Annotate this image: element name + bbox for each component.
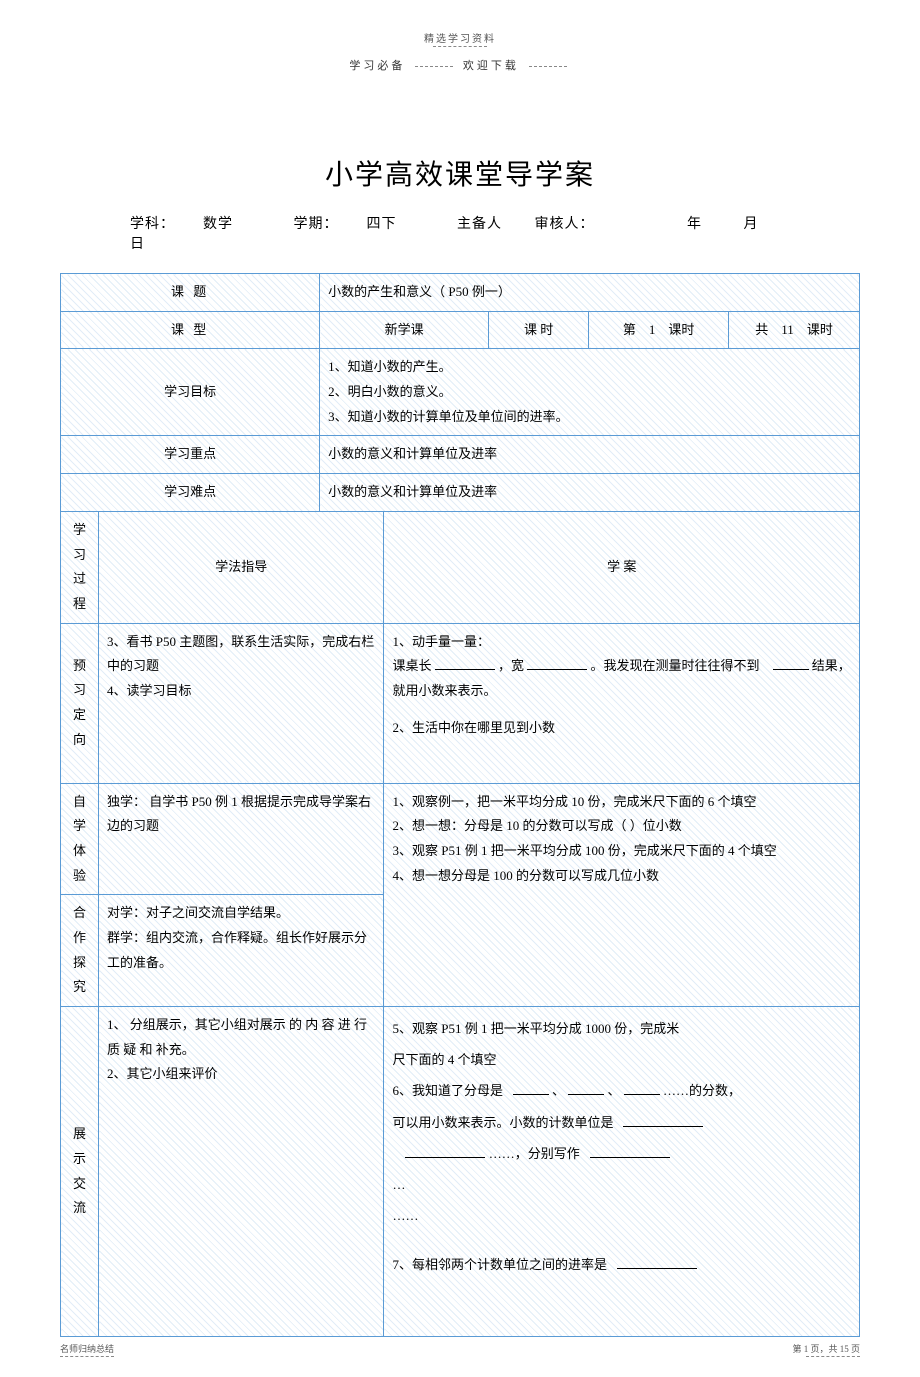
date-day: 日 — [130, 237, 145, 252]
period-total-num: 11 — [781, 322, 794, 337]
footer-left-dash — [60, 1356, 114, 1357]
sub-dash-1 — [415, 66, 453, 67]
top-dash — [433, 46, 487, 47]
goal-value: 1、知道小数的产生。 2、明白小数的意义。 3、知道小数的计算单位及单位间的进率… — [320, 349, 860, 436]
date-year: 年 — [687, 217, 702, 232]
keypoint-value: 小数的意义和计算单位及进率 — [320, 436, 860, 474]
show-l7: 7、每相邻两个计数单位之间的进率是 — [392, 1249, 851, 1280]
footer-left: 名师归纳总结 — [60, 1342, 114, 1355]
blank — [617, 1256, 697, 1269]
pl2b: ，宽 — [498, 658, 527, 673]
self-coop-plan: 1、观察例一，把一米平均分成 10 份，完成米尺下面的 6 个填空 2、想一想：… — [384, 783, 860, 1007]
page-footer: 名师归纳总结 第 1 页，共 15 页 — [60, 1342, 860, 1357]
show-method: 1、 分组展示，其它小组对展示 的 内 容 进 行 质 疑 和 补充。 2、其它… — [99, 1007, 384, 1337]
type-label: 课 型 — [61, 311, 320, 349]
subject-label: 学科： — [130, 217, 175, 232]
self-label: 自学 体验 — [61, 783, 99, 895]
footer-right-dash — [806, 1356, 860, 1357]
term: 四下 — [367, 217, 397, 232]
show-l5b: 尺下面的 4 个填空 — [392, 1044, 851, 1075]
coop-method: 对学：对子之间交流自学结果。 群学：组内交流，合作释疑。组长作好展示分工的准备。 — [99, 895, 384, 1007]
preview-plan-l3: 2、生活中你在哪里见到小数 — [392, 716, 851, 741]
show-l6f: ……，分别写作 — [392, 1138, 851, 1169]
scp-l4: 4、想一想分母是 100 的分数可以写成几位小数 — [392, 864, 851, 889]
lesson-table: 课 题 小数的产生和意义（ P50 例一） 课 型 新学课 课 时 第 1 课时… — [60, 273, 860, 1337]
scp-l2: 2、想一想：分母是 10 的分数可以写成（ ）位小数 — [392, 814, 851, 839]
period-total-prefix: 共 — [755, 322, 768, 337]
period-total: 共 11 课时 — [729, 311, 860, 349]
scp-l1: 1、观察例一，把一米平均分成 10 份，完成米尺下面的 6 个填空 — [392, 790, 851, 815]
period-label: 课 时 — [489, 311, 589, 349]
subject: 数学 — [203, 217, 233, 232]
preview-method: 3、看书 P50 主题图，联系生活实际，完成右栏中的习题 4、读学习目标 — [99, 623, 384, 783]
plan-header: 学 案 — [384, 511, 860, 623]
top-small-header: 精选学习资料 — [60, 30, 860, 45]
pl2c: 。我发现在测量时往往得不到 — [591, 658, 760, 673]
sub-dash-2 — [529, 66, 567, 67]
process-label: 学习 过程 — [61, 511, 99, 623]
pl2a: 课桌长 — [392, 658, 434, 673]
term-label: 学期： — [294, 217, 339, 232]
sl7: 7、每相邻两个计数单位之间的进率是 — [392, 1257, 607, 1272]
preparer-label: 主备人 — [457, 217, 502, 232]
date-month: 月 — [744, 217, 759, 232]
show-l6g: … — [392, 1169, 851, 1200]
type-value: 新学课 — [320, 311, 489, 349]
period-no-prefix: 第 — [623, 322, 636, 337]
scp-l3: 3、观察 P51 例 1 把一米平均分成 100 份，完成米尺下面的 4 个填空 — [392, 839, 851, 864]
blank — [773, 657, 809, 670]
blank — [568, 1082, 604, 1095]
blank — [590, 1145, 670, 1158]
reviewer-label: 审核人： — [535, 217, 595, 232]
meta-line: 学科： 数学 学期： 四下 主备人 审核人： 年 月 日 — [130, 213, 820, 253]
keypoint-label: 学习重点 — [61, 436, 320, 474]
sub-left: 学习必备 — [349, 60, 405, 72]
period-no: 第 1 课时 — [589, 311, 729, 349]
sl6e: 可以用小数来表示。小数的计数单位是 — [392, 1115, 613, 1130]
blank — [435, 657, 495, 670]
preview-plan-l1: 1、动手量一量： — [392, 630, 851, 655]
show-l6: 6、我知道了分母是 、 、 ……的分数， — [392, 1075, 851, 1106]
show-label: 展示 交流 — [61, 1007, 99, 1337]
blank — [405, 1145, 485, 1158]
footer-right: 第 1 页，共 15 页 — [792, 1342, 860, 1355]
show-l6h: …… — [392, 1200, 851, 1231]
sl6f: ……，分别写作 — [489, 1146, 580, 1161]
sl6d: ……的分数， — [663, 1083, 741, 1098]
preview-plan: 1、动手量一量： 课桌长 ，宽 。我发现在测量时往往得不到 结果，就用小数来表示… — [384, 623, 860, 783]
period-total-suffix: 课时 — [807, 322, 833, 337]
preview-label: 预习 定向 — [61, 623, 99, 783]
sl6a: 6、我知道了分母是 — [392, 1083, 503, 1098]
sl6c: 、 — [608, 1083, 621, 1098]
blank — [623, 1114, 703, 1127]
blank — [527, 657, 587, 670]
sub-header: 学习必备 欢迎下载 — [60, 57, 860, 73]
show-l6e: 可以用小数来表示。小数的计数单位是 — [392, 1107, 851, 1138]
period-no-num: 1 — [649, 322, 656, 337]
method-header: 学法指导 — [99, 511, 384, 623]
sl6b: 、 — [552, 1083, 565, 1098]
blank — [624, 1082, 660, 1095]
difficulty-value: 小数的意义和计算单位及进率 — [320, 474, 860, 512]
self-method: 独学： 自学书 P50 例 1 根据提示完成导学案右边的习题 — [99, 783, 384, 895]
sub-right: 欢迎下载 — [463, 60, 519, 72]
show-plan: 5、观察 P51 例 1 把一米平均分成 1000 份，完成米 尺下面的 4 个… — [384, 1007, 860, 1337]
difficulty-label: 学习难点 — [61, 474, 320, 512]
topic-value: 小数的产生和意义（ P50 例一） — [320, 274, 860, 312]
blank — [513, 1082, 549, 1095]
page-title: 小学高效课堂导学案 — [60, 153, 860, 193]
topic-label: 课 题 — [61, 274, 320, 312]
preview-plan-l2: 课桌长 ，宽 。我发现在测量时往往得不到 结果，就用小数来表示。 — [392, 654, 851, 703]
coop-label: 合作 探究 — [61, 895, 99, 1007]
period-no-suffix: 课时 — [668, 322, 694, 337]
show-l5: 5、观察 P51 例 1 把一米平均分成 1000 份，完成米 — [392, 1013, 851, 1044]
goal-label: 学习目标 — [61, 349, 320, 436]
